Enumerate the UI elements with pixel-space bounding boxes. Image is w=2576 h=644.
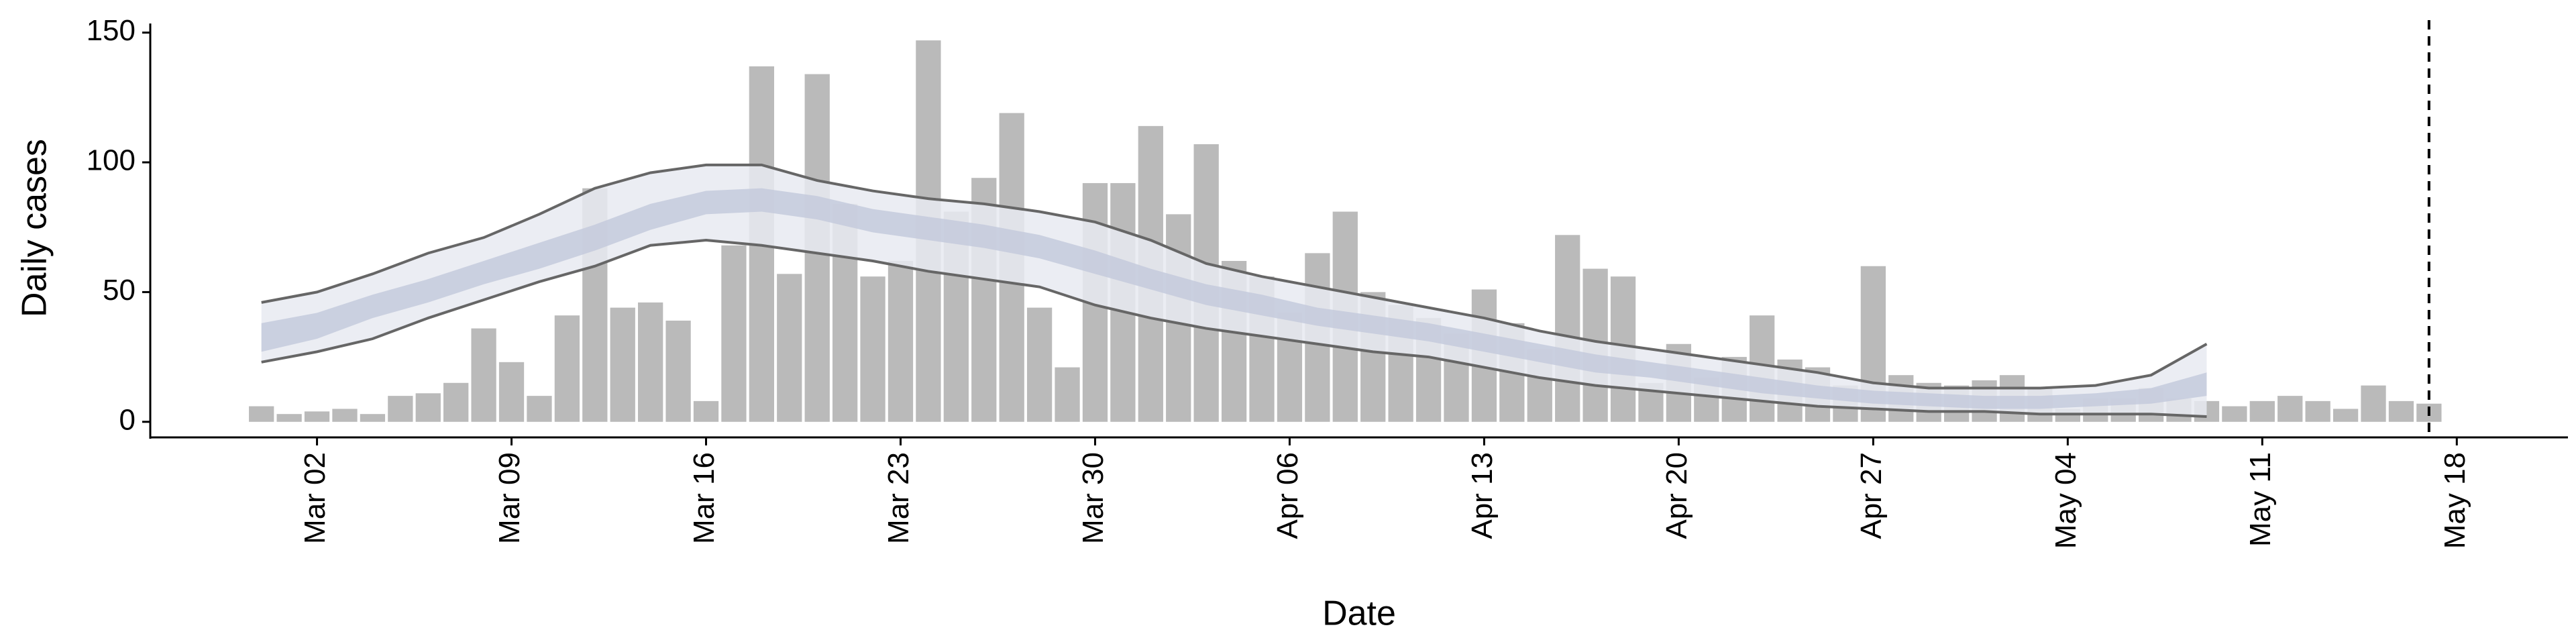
- bar: [665, 320, 691, 422]
- bar: [721, 245, 747, 422]
- x-tick-label: May 18: [2438, 452, 2471, 549]
- bar: [527, 396, 552, 422]
- y-tick-label: 0: [119, 403, 136, 436]
- y-tick-label: 150: [87, 14, 136, 47]
- bar: [360, 414, 386, 422]
- bar: [2249, 400, 2275, 422]
- y-axis-title: Daily cases: [15, 139, 54, 317]
- x-tick-label: Apr 13: [1466, 452, 1499, 539]
- x-tick-label: May 04: [2049, 452, 2082, 549]
- model-line: [261, 239, 2207, 419]
- inner-ribbon: [261, 188, 2207, 409]
- x-tick-label: Mar 23: [882, 452, 915, 544]
- bar: [2388, 400, 2414, 422]
- bar: [1026, 307, 1053, 422]
- bar: [2277, 396, 2303, 422]
- bar: [304, 411, 330, 422]
- x-tick-label: Apr 06: [1271, 452, 1304, 539]
- bar: [2361, 385, 2386, 422]
- bar: [2332, 409, 2359, 422]
- x-tick-label: May 11: [2244, 452, 2277, 547]
- bar: [471, 328, 496, 422]
- x-tick-label: Mar 02: [299, 452, 331, 544]
- x-axis-title: Date: [1322, 594, 1396, 633]
- bar: [415, 393, 441, 422]
- model-line: [261, 163, 2208, 390]
- bar: [638, 302, 663, 422]
- x-tick-label: Apr 20: [1660, 452, 1693, 539]
- bar: [2222, 406, 2247, 422]
- bar: [693, 400, 719, 422]
- bar: [2305, 400, 2330, 422]
- bar: [1555, 235, 1580, 422]
- bar: [443, 382, 469, 422]
- x-tick-label: Mar 16: [688, 452, 720, 544]
- x-tick-label: Mar 09: [493, 452, 526, 544]
- bar: [1055, 367, 1080, 422]
- x-tick-label: Apr 27: [1855, 452, 1888, 539]
- bar: [777, 274, 802, 422]
- bar: [388, 396, 413, 422]
- bar: [249, 406, 274, 422]
- y-tick-label: 100: [87, 144, 136, 177]
- bar: [554, 315, 580, 422]
- x-tick-label: Mar 30: [1077, 452, 1110, 544]
- bar: [498, 362, 525, 422]
- bar: [276, 414, 302, 422]
- bar: [888, 260, 914, 422]
- bar: [610, 307, 635, 422]
- bar: [332, 409, 358, 422]
- y-tick-label: 50: [103, 274, 136, 307]
- bar: [860, 276, 885, 422]
